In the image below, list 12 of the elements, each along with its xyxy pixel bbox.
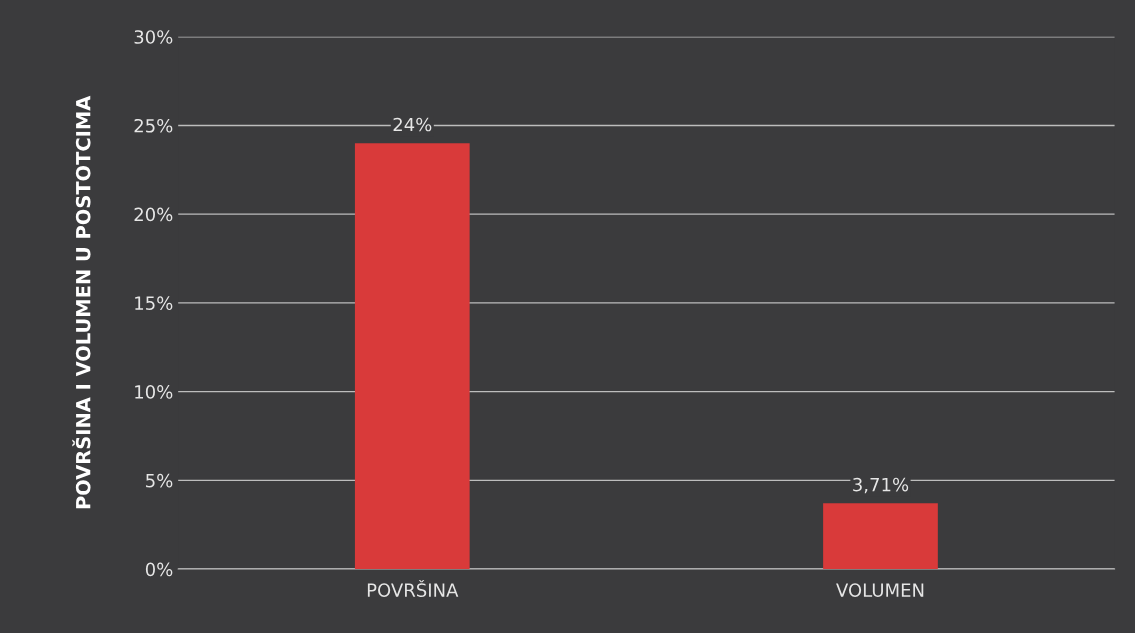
y-tick-label: 0%: [145, 562, 173, 577]
y-axis-title: POVRŠINA I VOLUMEN U POSTOTCIMA: [72, 95, 91, 509]
x-tick-label: POVRŠINA: [367, 579, 459, 597]
x-tick-label: VOLUMEN: [836, 583, 924, 597]
y-tick-label: 30%: [134, 30, 173, 44]
y-tick-label: 15%: [135, 296, 173, 311]
data-label: 24%: [393, 117, 432, 132]
y-tick-label: 25%: [134, 118, 173, 133]
y-tick-label: 5%: [146, 473, 173, 488]
y-tick-label: 10%: [135, 385, 173, 399]
y-tick-label: 20%: [134, 207, 173, 222]
data-label: 3,71%: [853, 477, 909, 494]
